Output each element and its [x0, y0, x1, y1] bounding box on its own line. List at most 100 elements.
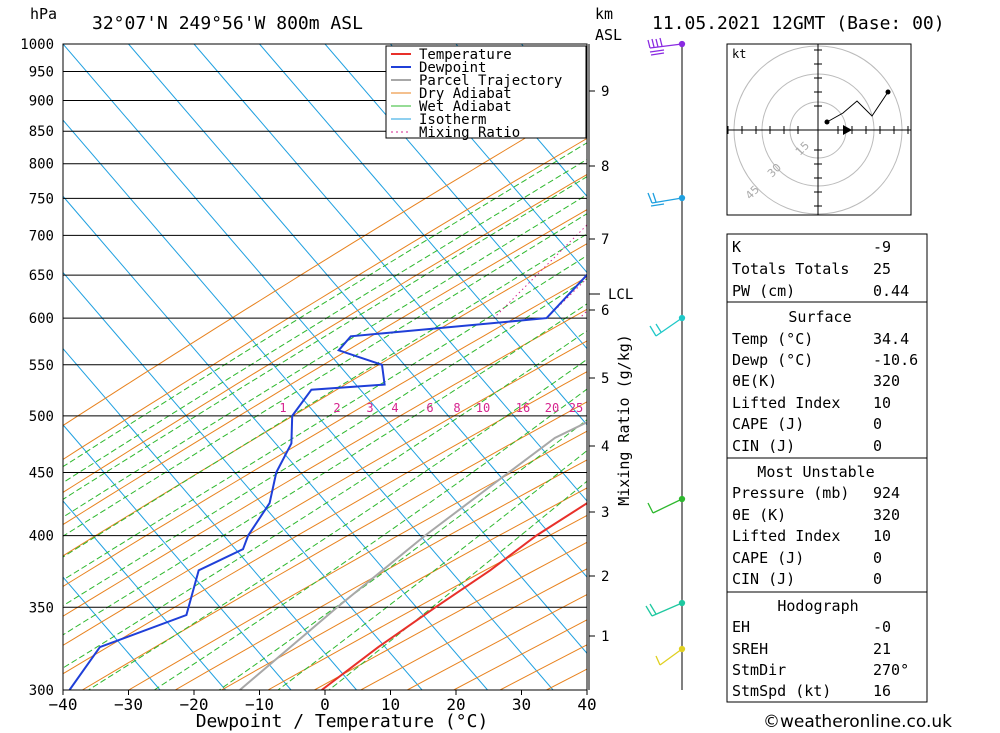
km-unit: km [595, 5, 613, 23]
mixing-ratio-labels: 1 2 3 4 6 8 10 16 20 25 [279, 401, 583, 415]
mixing-ratio-label-3: 3 [366, 401, 373, 415]
pressure-axis-labels: 300 350 400 450 500 550 600 650 700 750 800 850 900 9… [20, 37, 54, 699]
surface-thetae-label: θE(K) [732, 372, 777, 390]
wind-barb-700 [647, 495, 686, 514]
legend-parcel: Parcel Trajectory [419, 73, 562, 89]
pressure-label-450: 450 [29, 465, 54, 481]
dewpoint-line [68, 273, 587, 690]
isotherm-line [63, 500, 226, 690]
pressure-label-650: 650 [29, 268, 54, 284]
x-tick-label--20: −20 [180, 695, 209, 714]
hodograph-point-start [824, 119, 830, 125]
surface-li-label: Lifted Index [732, 394, 840, 412]
wet-adiabat-line [277, 449, 587, 690]
wet-adiabat-line [328, 480, 587, 690]
mu-cape-label: CAPE (J) [732, 549, 804, 567]
mu-pressure-value: 924 [873, 484, 900, 502]
wind-barb-850 [645, 599, 686, 617]
x-tick-label-40: 40 [577, 695, 596, 714]
skewt-plot-area [63, 44, 587, 690]
isotherm-line [63, 271, 423, 690]
km-label-2: 2 [601, 569, 609, 585]
mu-li-value: 10 [873, 527, 891, 545]
index-tt-value: 25 [873, 260, 891, 278]
general-indices-box [726, 233, 928, 303]
mixing-ratio-label-6: 6 [426, 401, 433, 415]
isotherm-line [193, 44, 587, 502]
lcl-label: LCL [608, 287, 633, 303]
hodograph-title: Hodograph [777, 597, 858, 615]
dry-adiabat-line [63, 308, 587, 617]
copyright-footer[interactable]: ©weatheronline.co.uk [763, 712, 952, 732]
km-label-5: 5 [601, 371, 609, 387]
isotherm-line [455, 44, 587, 198]
dry-adiabat-line [221, 487, 587, 690]
pressure-label-350: 350 [29, 600, 54, 616]
dry-adiabat-line [128, 430, 587, 690]
hodo-sreh-value: 21 [873, 640, 891, 658]
wind-barb-300 [647, 37, 686, 56]
x-tick-label--10: −10 [245, 695, 274, 714]
pressure-label-950: 950 [29, 65, 54, 81]
legend: Temperature Dewpoint Parcel Trajectory D… [385, 45, 587, 141]
surface-li-value: 10 [873, 394, 891, 412]
km-label-3: 3 [601, 505, 609, 521]
hodo-stmdir-label: StmDir [732, 661, 786, 679]
mu-cape-value: 0 [873, 549, 882, 567]
pressure-label-600: 600 [29, 311, 54, 327]
mu-thetae-label: θE (K) [732, 506, 786, 524]
index-pw-value: 0.44 [873, 282, 909, 300]
hodograph-indices-box [726, 591, 928, 703]
surface-dewp-value: -10.6 [873, 351, 918, 369]
mu-li-label: Lifted Index [732, 527, 840, 545]
temperature-axis-ticks: −40 −30 −20 −10 0 10 20 30 40 [49, 690, 597, 714]
isotherm-line [128, 44, 587, 578]
hodo-stmspd-value: 16 [873, 682, 891, 700]
mu-cin-label: CIN (J) [732, 570, 795, 588]
surface-thetae-value: 320 [873, 372, 900, 390]
asl-unit: ASL [595, 26, 622, 44]
x-tick-label-20: 20 [446, 695, 465, 714]
x-tick-label-0: 0 [320, 695, 330, 714]
legend-box [385, 45, 587, 139]
hodo-stmspd-label: StmSpd (kt) [732, 682, 831, 700]
pressure-label-400: 400 [29, 529, 54, 545]
wet-adiabat-line [63, 194, 587, 518]
hodograph-point-end [885, 89, 891, 95]
pressure-label-800: 800 [29, 157, 54, 173]
x-tick-label-30: 30 [512, 695, 531, 714]
hodo-stmdir-value: 270° [873, 661, 909, 679]
dry-adiabat-line [63, 371, 587, 675]
legend-temperature: Temperature [419, 47, 512, 63]
mu-thetae-value: 320 [873, 506, 900, 524]
x-tick-label--30: −30 [114, 695, 143, 714]
pressure-unit: hPa [30, 5, 57, 23]
mixing-ratio-axis-title: Mixing Ratio (g/kg) [615, 334, 633, 506]
surface-dewp-label: Dewp (°C) [732, 351, 813, 369]
legend-dewpoint: Dewpoint [419, 60, 486, 76]
surface-cape-label: CAPE (J) [732, 415, 804, 433]
mu-pressure-label: Pressure (mb) [732, 484, 849, 502]
legend-wet-adiabat: Wet Adiabat [419, 99, 512, 115]
indices-table: K -9 Totals Totals 25 PW (cm) 0.44 Surfa… [726, 233, 928, 703]
pressure-label-700: 700 [29, 228, 54, 244]
mixing-ratio-label-4: 4 [391, 401, 398, 415]
mixing-ratio-label-20: 20 [545, 401, 559, 415]
dry-adiabat-line [63, 276, 587, 588]
isotherm-line [63, 347, 357, 690]
wind-barb-500 [649, 314, 686, 337]
pressure-label-300: 300 [29, 683, 54, 699]
mixing-ratio-label-25: 25 [569, 401, 583, 415]
storm-motion-marker [843, 125, 852, 135]
surface-cape-value: 0 [873, 415, 882, 433]
isotherm-line [259, 44, 587, 426]
isotherm-line [63, 195, 488, 690]
wet-adiabat-line [63, 330, 587, 669]
km-label-8: 8 [601, 159, 609, 175]
parcel-trajectory-line [239, 421, 587, 690]
most-unstable-title: Most Unstable [757, 463, 874, 481]
dry-adiabat-line [174, 459, 587, 690]
altitude-axis: 1 2 3 4 5 6 7 8 9 LCL Mixing Ratio (g/kg… [588, 44, 633, 690]
index-tt-label: Totals Totals [732, 260, 849, 278]
km-label-4: 4 [601, 439, 609, 455]
